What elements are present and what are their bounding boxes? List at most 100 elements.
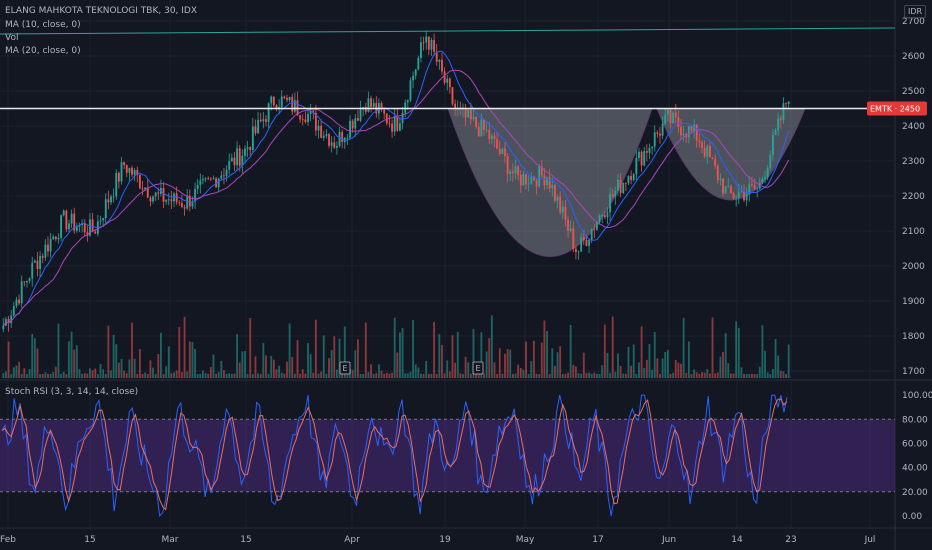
candle-body	[60, 215, 63, 238]
candle-body	[236, 148, 239, 166]
volume-bar	[501, 373, 504, 378]
volume-bar	[10, 373, 13, 378]
candle-body	[672, 112, 675, 123]
candle-body	[624, 183, 627, 184]
volume-bar	[727, 362, 730, 378]
candle-body	[2, 325, 5, 330]
volume-bar	[506, 349, 509, 378]
time-tick-label: 17	[592, 535, 603, 545]
volume-bar	[753, 373, 756, 378]
stoch-legend[interactable]: Stoch RSI (3, 3, 14, 14, close)	[5, 387, 139, 397]
volume-bar	[125, 373, 128, 378]
cup-and-handle-pattern	[447, 108, 806, 257]
candle-body	[154, 192, 157, 197]
candle-body	[399, 123, 401, 131]
candle-body	[246, 147, 249, 149]
time-tick-label: Feb	[0, 535, 16, 545]
candle-body	[498, 148, 501, 154]
volume-bar	[162, 373, 165, 378]
candle-body	[364, 106, 367, 112]
price-axis[interactable]: 1700 1800 1900 2000 2100 2200 2300 2400 2500 2600…	[902, 17, 925, 377]
candle-body	[753, 185, 756, 190]
volume-bar	[722, 352, 724, 378]
candle-body	[241, 155, 244, 166]
earnings-marker-label: E	[475, 364, 480, 373]
candle-body	[609, 194, 611, 213]
volume-bar	[669, 373, 672, 378]
candle-body	[769, 154, 772, 168]
volume-bar	[301, 369, 304, 378]
candle-body	[575, 248, 577, 252]
time-tick-label: Apr	[344, 535, 360, 545]
volume-bar	[159, 332, 162, 378]
volume-bar	[659, 373, 661, 378]
volume-bar	[532, 340, 535, 378]
volume-bar	[244, 351, 246, 378]
candle-body	[567, 219, 569, 231]
volume-bar	[441, 344, 443, 378]
volume-bar	[28, 369, 31, 378]
candle-body	[65, 210, 68, 230]
candle-body	[509, 171, 512, 175]
volume-bar	[107, 325, 110, 378]
candle-body	[564, 206, 567, 220]
currency-badge[interactable]: IDR	[904, 5, 927, 18]
candle-body	[766, 167, 769, 178]
volume-bar	[338, 338, 341, 378]
candle-body	[36, 260, 39, 269]
volume-bar	[627, 346, 630, 378]
candle-body	[619, 179, 622, 194]
volume-bar	[624, 373, 627, 378]
volume-bar	[648, 344, 651, 378]
candle-body	[275, 105, 278, 109]
volume-bar	[758, 366, 761, 378]
volume-bar	[540, 342, 543, 378]
candle-body	[764, 177, 766, 180]
candle-body	[425, 36, 428, 43]
volume-bar	[651, 369, 654, 378]
candle-body	[651, 146, 654, 148]
time-axis[interactable]: Feb 15 Mar 15 Apr 19 May 17 Jun 14 23 Jul	[0, 535, 875, 545]
volume-bar	[152, 367, 154, 378]
ma10-legend[interactable]: MA (10, close, 0)	[5, 20, 81, 30]
candle-body	[511, 171, 514, 174]
candle-body	[70, 213, 73, 224]
candle-body	[391, 123, 393, 132]
volume-bar	[262, 343, 265, 378]
volume-bar	[291, 356, 294, 378]
candle-body	[254, 126, 257, 134]
candle-body	[540, 166, 543, 176]
earnings-marker-label: E	[342, 364, 347, 373]
volume-bar	[175, 370, 178, 378]
last-price-tag: EMTK · 2450	[867, 101, 927, 116]
volume-bar	[740, 367, 743, 378]
volume-bar	[687, 341, 690, 378]
stoch-axis[interactable]: 0.00 20.00 40.00 60.00 80.00 100.00	[902, 391, 932, 522]
candle-body	[656, 132, 659, 134]
candle-body	[480, 119, 483, 137]
volume-bar	[519, 367, 522, 378]
volume-bar	[209, 367, 212, 378]
candle-body	[215, 178, 217, 188]
ma20-legend[interactable]: MA (20, close, 0)	[5, 46, 81, 56]
volume-bar	[312, 372, 315, 378]
volume-bar	[44, 372, 47, 378]
volume-bar	[774, 339, 777, 378]
candle-body	[535, 180, 538, 187]
candle-body	[309, 110, 312, 114]
ma20-line	[2, 69, 790, 327]
candle-body	[682, 134, 685, 136]
candle-body	[701, 142, 703, 149]
candle-body	[188, 195, 191, 207]
price-tick-label: 1800	[902, 332, 925, 342]
candle-body	[519, 175, 522, 186]
volume-bar	[241, 351, 244, 378]
volume-bar	[167, 346, 170, 378]
stoch-d-line	[1, 398, 788, 511]
candle-body	[20, 281, 23, 304]
vol-legend[interactable]: Vol	[5, 33, 19, 43]
volume-bar	[414, 364, 417, 378]
volume-bar	[396, 352, 399, 378]
volume-bar	[680, 363, 682, 378]
candle-body	[356, 118, 359, 121]
